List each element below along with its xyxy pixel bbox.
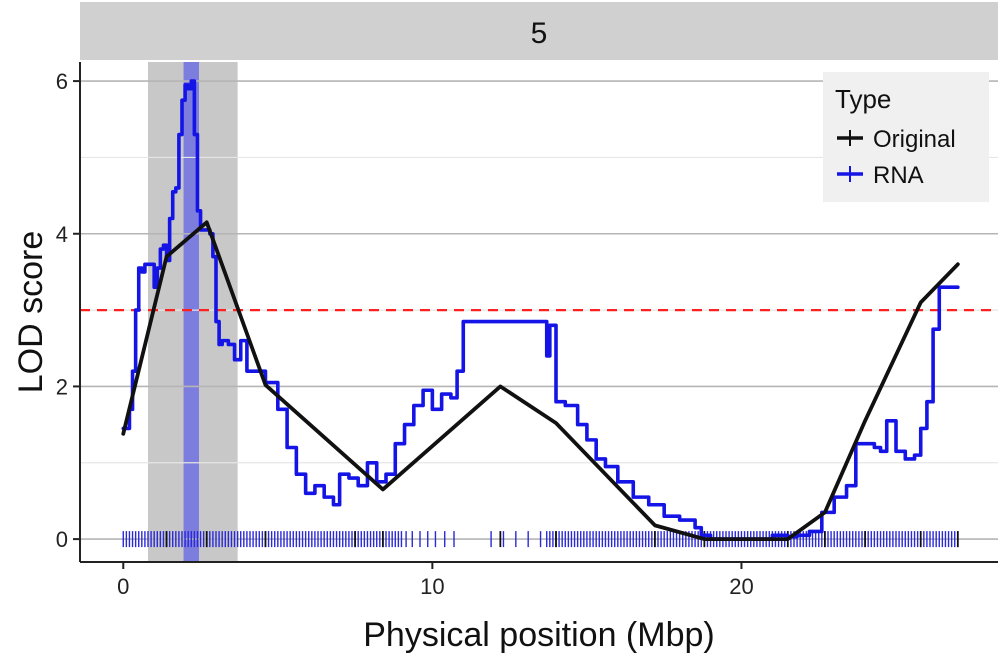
axes: 0 2 4 6 0 10 20: [56, 62, 998, 599]
y-tick-label: 4: [56, 222, 68, 247]
y-tick-label: 0: [56, 527, 68, 552]
y-tick-label: 6: [56, 69, 68, 94]
marker-rug: [122, 531, 959, 548]
x-tick-label: 10: [420, 574, 444, 599]
legend: Type Original RNA: [823, 72, 989, 202]
peak-interval-band: [183, 62, 199, 562]
x-tick-label: 20: [729, 574, 753, 599]
shaded-regions: [148, 62, 238, 562]
y-tick-label: 2: [56, 374, 68, 399]
x-axis-title: Physical position (Mbp): [363, 616, 714, 654]
series-line-rna: [121, 79, 960, 541]
legend-label: RNA: [873, 162, 924, 189]
y-axis-title: LOD score: [12, 231, 50, 394]
legend-label: Original: [873, 126, 956, 153]
series-line-original: [121, 220, 960, 541]
facet-label: 5: [531, 17, 548, 50]
facet-strip: [80, 2, 998, 60]
series-lines: [121, 79, 960, 541]
legend-title: Type: [835, 84, 891, 114]
x-tick-label: 0: [117, 574, 129, 599]
